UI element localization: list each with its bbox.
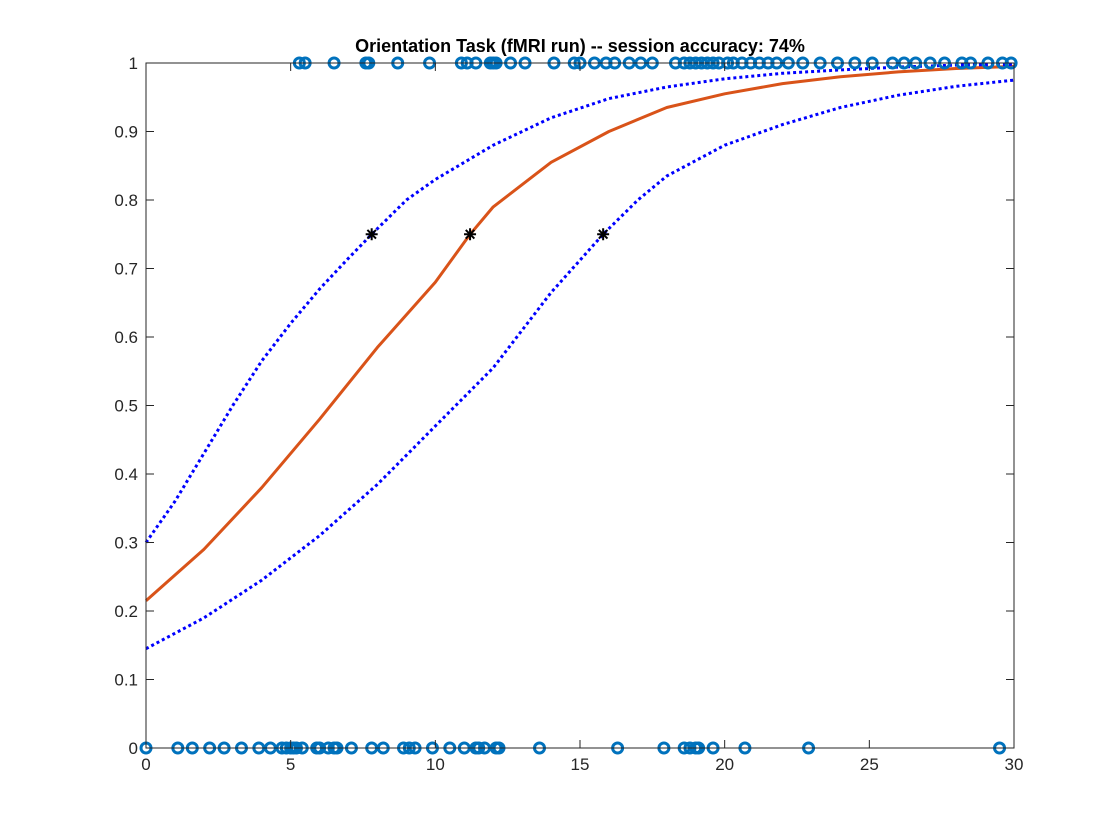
y-tick-label: 0 <box>129 739 138 758</box>
x-tick-label: 0 <box>141 755 150 774</box>
x-tick-label: 10 <box>426 755 445 774</box>
y-tick-label: 0.8 <box>114 191 138 210</box>
x-tick-label: 25 <box>860 755 879 774</box>
chart-title: Orientation Task (fMRI run) -- session a… <box>355 36 805 56</box>
y-tick-label: 0.1 <box>114 671 138 690</box>
x-tick-label: 30 <box>1005 755 1024 774</box>
y-tick-label: 0.4 <box>114 465 138 484</box>
threshold-marker-stroke <box>598 229 609 240</box>
axes-layer: 0 5 10 15 20 25 30 0 0.1 0.2 0.3 0.4 0.5 0.6 0.7 0.8 0.9… <box>114 54 1023 774</box>
y-tick-label: 0.5 <box>114 397 138 416</box>
y-tick-label: 0.9 <box>114 123 138 142</box>
y-tick-label: 0.2 <box>114 602 138 621</box>
y-tick-label: 1 <box>129 54 138 73</box>
series-line-1 <box>145 64 1015 602</box>
x-tick-label: 15 <box>571 755 590 774</box>
plot-area <box>146 63 1014 748</box>
threshold-marker <box>365 228 378 241</box>
threshold-marker <box>464 228 477 241</box>
y-tick-label: 0.3 <box>114 534 138 553</box>
x-tick-label: 20 <box>715 755 734 774</box>
threshold-marker-stroke <box>465 229 476 240</box>
y-tick-label: 0.6 <box>114 328 138 347</box>
threshold-marker-stroke <box>366 229 377 240</box>
x-tick-label: 5 <box>286 755 295 774</box>
y-tick-label: 0.7 <box>114 260 138 279</box>
threshold-marker <box>597 228 610 241</box>
